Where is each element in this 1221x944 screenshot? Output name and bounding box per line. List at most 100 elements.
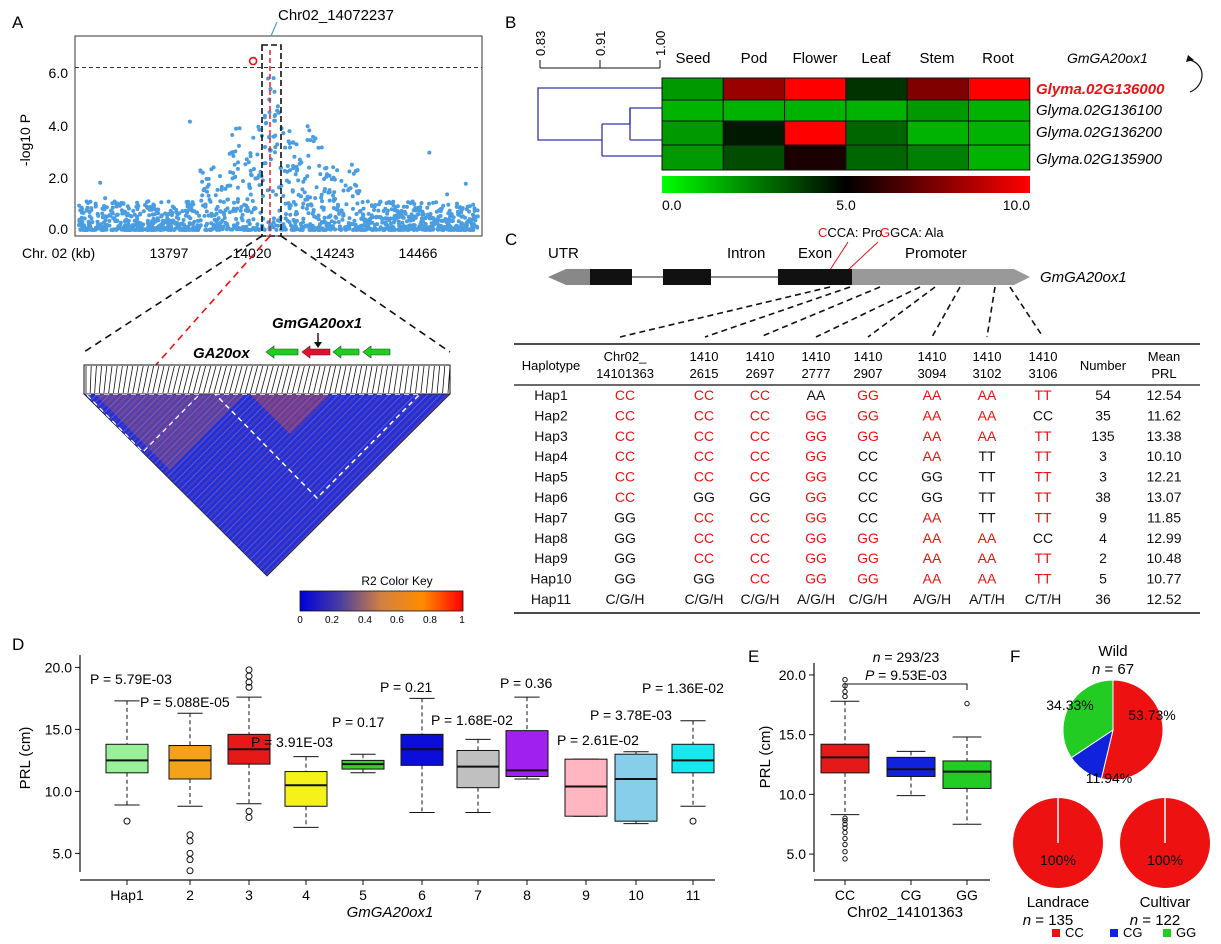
table-cell: Hap10	[530, 571, 571, 587]
manhattan-point	[180, 221, 184, 226]
mutation-label-2: GGCA: Ala	[880, 225, 944, 240]
table-cell: CC	[615, 489, 635, 505]
tree-tick: 0.83	[533, 31, 548, 56]
panel-d-boxplot: PRL (cm) GmGA20ox1 5.0 10.0 15.0 20.0 Hap1 2 3…	[17, 655, 724, 921]
manhattan-point	[211, 165, 216, 170]
manhattan-point	[238, 208, 243, 213]
manhattan-point	[455, 201, 459, 206]
table-cell: AA	[978, 571, 997, 587]
exon-block	[590, 269, 632, 285]
manhattan-point	[273, 150, 277, 155]
manhattan-point	[282, 224, 287, 229]
y-tick-4: 4.0	[49, 118, 69, 134]
panel-letter-c: C	[505, 230, 517, 249]
manhattan-point	[170, 204, 175, 209]
manhattan-point	[275, 142, 280, 147]
panel-b-expression: 0.83 0.91 1.00 Seed Pod Flower Leaf Stem…	[533, 31, 1203, 213]
table-cell: TT	[1034, 571, 1052, 587]
manhattan-point	[343, 227, 348, 232]
manhattan-point	[110, 205, 115, 210]
manhattan-point	[246, 160, 251, 165]
ld-line	[398, 365, 404, 394]
manhattan-point	[334, 207, 339, 211]
manhattan-point	[221, 200, 226, 205]
manhattan-point	[100, 211, 105, 216]
manhattan-point	[385, 225, 390, 230]
manhattan-point	[305, 124, 310, 129]
box-CC	[820, 743, 870, 774]
table-cell: GG	[805, 530, 827, 546]
manhattan-point	[419, 201, 424, 206]
table-header-cell: 14101363	[596, 366, 654, 381]
manhattan-point	[98, 180, 103, 185]
scale-tick-10: 10.0	[1003, 197, 1030, 213]
manhattan-point	[236, 160, 240, 165]
manhattan-point	[141, 222, 146, 227]
manhattan-point	[154, 218, 159, 223]
manhattan-point	[344, 202, 349, 207]
manhattan-point	[303, 224, 308, 229]
manhattan-point	[244, 157, 249, 162]
y-tick-label: 5.0	[53, 845, 73, 861]
manhattan-point	[301, 216, 306, 221]
manhattan-point	[381, 209, 386, 213]
manhattan-point	[152, 212, 157, 217]
outlier-point	[186, 867, 194, 875]
manhattan-point	[206, 193, 211, 198]
y-tick-label: 15.0	[45, 721, 72, 737]
manhattan-point	[330, 224, 335, 229]
manhattan-point	[248, 154, 253, 159]
manhattan-point	[438, 209, 443, 214]
heatmap-cell	[906, 99, 970, 122]
table-cell: TT	[1034, 550, 1052, 566]
manhattan-point	[391, 216, 396, 221]
manhattan-point	[215, 217, 220, 222]
ld-line	[307, 365, 316, 394]
x-tick-label: 10	[628, 887, 644, 903]
table-header-cell: 2907	[854, 366, 883, 381]
manhattan-point	[475, 208, 480, 213]
x-tick-label: 2	[186, 887, 194, 903]
ld-line	[157, 365, 165, 394]
heatmap-cell	[784, 99, 847, 122]
manhattan-points	[77, 76, 480, 232]
pie-n: n = 135	[1023, 912, 1073, 929]
manhattan-point	[468, 227, 473, 232]
p-value-label: P = 5.088E-05	[140, 694, 230, 710]
x-tick-label: 4	[302, 887, 310, 903]
gene-structure-name: GmGA20ox1	[1040, 269, 1127, 286]
manhattan-point	[474, 214, 479, 219]
manhattan-point	[286, 139, 291, 144]
ld-line	[177, 365, 186, 394]
tissue-root: Root	[982, 50, 1015, 67]
manhattan-point	[114, 202, 119, 207]
manhattan-point	[343, 183, 348, 188]
manhattan-point	[418, 222, 423, 227]
manhattan-point	[225, 184, 230, 188]
ld-line	[108, 365, 113, 394]
manhattan-point	[87, 210, 92, 214]
table-cell: TT	[978, 469, 996, 485]
manhattan-point	[369, 213, 374, 218]
table-cell: CC	[750, 407, 770, 423]
manhattan-point	[294, 142, 299, 147]
table-cell: AA	[978, 530, 997, 546]
manhattan-point	[187, 119, 192, 124]
table-cell: GG	[921, 489, 943, 505]
ld-line	[147, 365, 154, 394]
table-cell: GG	[857, 387, 879, 403]
manhattan-point	[378, 215, 383, 220]
table-cell: CC	[750, 387, 770, 403]
manhattan-point	[246, 218, 251, 223]
table-cell: GG	[805, 428, 827, 444]
manhattan-point	[145, 204, 149, 209]
ld-line	[172, 365, 180, 394]
manhattan-point	[300, 205, 305, 210]
ld-line	[98, 365, 102, 394]
manhattan-point	[99, 227, 104, 232]
panel-d-x-label: GmGA20ox1	[347, 904, 434, 921]
ld-line	[404, 365, 409, 394]
manhattan-point	[441, 203, 446, 208]
manhattan-point	[361, 212, 365, 217]
manhattan-point	[185, 200, 190, 205]
